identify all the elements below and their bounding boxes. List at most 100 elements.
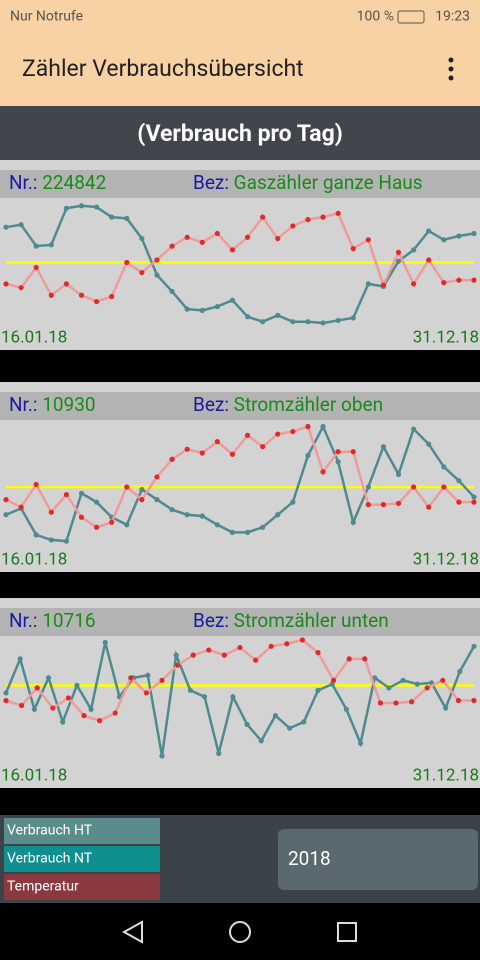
data-point bbox=[3, 512, 9, 518]
back-button[interactable] bbox=[121, 920, 143, 944]
data-point bbox=[93, 524, 100, 530]
data-point bbox=[184, 446, 190, 452]
data-point bbox=[441, 237, 447, 243]
data-point bbox=[48, 292, 54, 298]
end-date: 31.12.18 bbox=[413, 765, 479, 785]
data-point bbox=[290, 428, 296, 435]
data-point bbox=[471, 494, 477, 500]
data-point bbox=[48, 242, 54, 248]
data-point bbox=[331, 677, 337, 683]
data-point bbox=[440, 677, 446, 683]
data-point bbox=[154, 257, 160, 263]
data-point bbox=[214, 303, 220, 310]
data-point bbox=[169, 456, 175, 462]
data-point bbox=[268, 643, 274, 649]
legend-label: Verbrauch NT bbox=[7, 851, 93, 867]
data-point bbox=[18, 222, 24, 228]
data-point bbox=[88, 706, 94, 712]
data-point bbox=[169, 288, 175, 295]
data-point bbox=[343, 706, 349, 712]
data-point bbox=[3, 224, 9, 230]
data-point bbox=[380, 444, 387, 450]
data-point bbox=[17, 656, 23, 662]
home-button[interactable] bbox=[229, 921, 251, 943]
data-point bbox=[275, 235, 281, 242]
data-point bbox=[365, 281, 371, 287]
data-point bbox=[139, 269, 145, 276]
data-point bbox=[229, 297, 236, 303]
year-button[interactable] bbox=[278, 829, 478, 890]
data-point bbox=[365, 484, 371, 490]
data-point bbox=[287, 725, 293, 731]
data-point bbox=[124, 215, 130, 221]
data-point bbox=[275, 312, 281, 318]
menu-button[interactable] bbox=[448, 57, 454, 81]
data-point bbox=[124, 259, 130, 266]
data-point bbox=[221, 652, 227, 658]
panel-nr: Nr.: 224842 bbox=[9, 171, 106, 194]
data-point bbox=[320, 423, 326, 430]
data-point bbox=[244, 721, 250, 728]
data-point bbox=[154, 474, 160, 480]
data-point bbox=[395, 471, 402, 477]
data-point bbox=[395, 249, 402, 255]
data-point bbox=[124, 484, 130, 490]
data-point bbox=[290, 499, 296, 505]
data-point bbox=[260, 319, 266, 325]
start-date: 16.01.18 bbox=[1, 549, 67, 569]
data-point bbox=[78, 490, 85, 496]
data-point bbox=[258, 738, 264, 744]
data-point bbox=[206, 647, 212, 653]
data-point bbox=[128, 675, 134, 681]
data-point bbox=[441, 464, 447, 470]
data-point bbox=[33, 481, 39, 488]
data-point bbox=[377, 700, 383, 706]
data-point bbox=[301, 719, 307, 725]
data-point bbox=[335, 459, 341, 465]
data-point bbox=[139, 497, 145, 503]
legend-label: Verbrauch HT bbox=[7, 823, 93, 839]
battery: 100 % bbox=[357, 9, 394, 25]
data-point bbox=[365, 502, 371, 508]
data-point bbox=[50, 705, 56, 711]
data-point bbox=[63, 491, 69, 498]
data-point bbox=[244, 529, 251, 535]
data-point bbox=[362, 656, 368, 662]
data-point bbox=[305, 452, 311, 459]
series-line bbox=[4, 642, 476, 757]
data-point bbox=[456, 499, 462, 505]
panel-label-bg bbox=[0, 608, 480, 636]
start-date: 16.01.18 bbox=[1, 765, 67, 785]
app-title: Zähler Verbrauchsübersicht bbox=[22, 55, 304, 82]
data-point bbox=[199, 450, 205, 456]
data-point bbox=[145, 672, 151, 678]
data-point bbox=[411, 247, 417, 253]
data-point bbox=[63, 281, 69, 287]
data-point bbox=[229, 529, 236, 535]
data-point bbox=[229, 247, 236, 253]
legend-swatch bbox=[4, 818, 160, 844]
data-point bbox=[290, 319, 296, 325]
header-bg bbox=[0, 106, 480, 160]
data-point bbox=[284, 641, 290, 647]
data-point bbox=[260, 524, 266, 530]
data-point bbox=[143, 690, 149, 696]
data-point bbox=[471, 643, 477, 649]
data-point bbox=[244, 432, 251, 438]
data-point bbox=[471, 277, 477, 283]
data-point bbox=[33, 264, 39, 271]
data-point bbox=[18, 504, 24, 510]
data-point bbox=[455, 697, 461, 704]
legend-swatch bbox=[4, 846, 160, 872]
data-point bbox=[33, 532, 39, 538]
data-point bbox=[78, 292, 85, 298]
panel-bez: Bez: Stromzähler unten bbox=[193, 609, 389, 632]
data-point bbox=[33, 243, 39, 249]
data-point bbox=[139, 486, 145, 493]
recents-button[interactable] bbox=[337, 922, 357, 942]
data-point bbox=[154, 497, 160, 503]
data-point bbox=[441, 280, 447, 286]
data-point bbox=[93, 204, 100, 210]
